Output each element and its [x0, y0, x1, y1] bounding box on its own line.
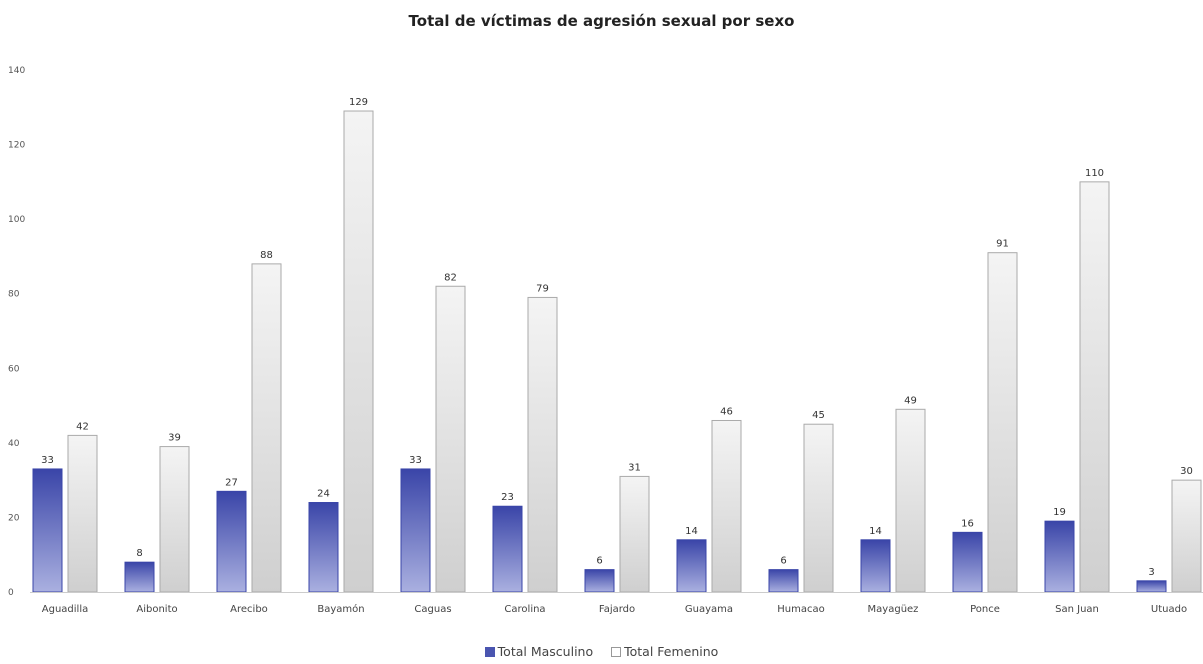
bar-femenino [435, 285, 466, 593]
bar-masculino [32, 468, 63, 593]
bar-femenino [1079, 181, 1110, 593]
data-label: 27 [225, 477, 238, 488]
bar-femenino [619, 475, 650, 593]
x-tick-label: Bayamón [317, 603, 364, 615]
y-axis: 0 20 40 60 80 100 120 140 [8, 66, 25, 598]
data-label: 19 [1053, 507, 1066, 518]
bar-femenino [527, 296, 558, 593]
x-tick-label: Aguadilla [42, 604, 88, 615]
data-label: 30 [1180, 466, 1193, 477]
data-label: 39 [168, 433, 181, 444]
data-label: 33 [409, 455, 422, 466]
bar-femenino [711, 419, 742, 593]
x-tick-label: Mayagüez [868, 604, 919, 615]
legend-swatch-masculino [484, 646, 495, 657]
bar-masculino [124, 561, 155, 593]
data-label: 91 [996, 239, 1009, 250]
legend-item-femenino: Total Femenino [611, 644, 718, 659]
bar-masculino [1136, 580, 1167, 593]
bar-masculino [952, 531, 983, 593]
x-tick-label: Ponce [970, 604, 1000, 615]
data-label: 3 [1148, 567, 1154, 578]
bar-masculino [584, 569, 615, 593]
y-tick-label: 120 [8, 141, 25, 151]
data-label: 8 [136, 548, 142, 559]
y-tick-label: 20 [8, 513, 20, 523]
data-label: 16 [961, 518, 974, 529]
x-tick-label: Arecibo [230, 604, 268, 615]
y-tick-label: 80 [8, 290, 20, 300]
data-label: 6 [780, 556, 786, 567]
bar-femenino [159, 446, 190, 593]
bar-masculino [860, 539, 891, 593]
x-tick-label: Utuado [1151, 604, 1187, 615]
legend: Total Masculino Total Femenino [0, 644, 1203, 659]
bar-femenino [895, 408, 926, 593]
bar-femenino [251, 263, 282, 593]
y-tick-label: 140 [8, 66, 25, 76]
data-label: 14 [869, 526, 882, 537]
legend-swatch-femenino [611, 646, 622, 657]
bar-masculino [400, 468, 431, 593]
bar-masculino [216, 490, 247, 593]
x-tick-label: Humacao [777, 604, 824, 615]
chart-title: Total de víctimas de agresión sexual por… [408, 12, 795, 30]
legend-item-masculino: Total Masculino [484, 644, 594, 659]
data-label: 49 [904, 395, 917, 406]
x-tick-label: Caguas [414, 604, 451, 615]
y-tick-label: 40 [8, 439, 20, 449]
bar-masculino [308, 502, 339, 593]
data-label: 14 [685, 526, 698, 537]
x-tick-label: Fajardo [599, 604, 635, 615]
legend-label-femenino: Total Femenino [624, 644, 719, 659]
bar-femenino [1171, 479, 1202, 593]
data-label: 45 [812, 410, 825, 421]
data-label: 46 [720, 406, 733, 417]
data-label: 31 [628, 462, 641, 473]
data-label: 24 [317, 489, 330, 500]
data-label: 110 [1085, 168, 1104, 179]
bar-femenino [67, 434, 98, 593]
bars: 33 42 8 39 27 88 24 129 33 82 23 79 6 31 14 46 6 45 14 49 16… [32, 97, 1202, 593]
bar-femenino [987, 252, 1018, 593]
data-label: 42 [76, 421, 89, 432]
data-label: 23 [501, 492, 514, 503]
legend-label-masculino: Total Masculino [497, 644, 594, 659]
data-label: 33 [41, 455, 54, 466]
data-label: 88 [260, 250, 273, 261]
x-tick-label: San Juan [1055, 604, 1099, 615]
x-tick-label: Aibonito [136, 604, 177, 615]
bar-masculino [768, 569, 799, 593]
y-tick-label: 0 [8, 588, 14, 598]
bar-femenino [343, 110, 374, 593]
data-label: 6 [596, 556, 602, 567]
data-label: 82 [444, 272, 457, 283]
bar-masculino [1044, 520, 1075, 593]
data-label: 129 [349, 97, 368, 108]
y-tick-label: 60 [8, 364, 20, 374]
bar-masculino [492, 505, 523, 593]
y-tick-label: 100 [8, 215, 25, 225]
bar-femenino [803, 423, 834, 593]
x-axis: Aguadilla Aibonito Arecibo Bayamón Caguas Car… [30, 592, 1203, 615]
x-tick-label: Guayama [685, 604, 733, 615]
x-tick-label: Carolina [504, 604, 545, 615]
data-label: 79 [536, 283, 549, 294]
bar-masculino [676, 539, 707, 593]
